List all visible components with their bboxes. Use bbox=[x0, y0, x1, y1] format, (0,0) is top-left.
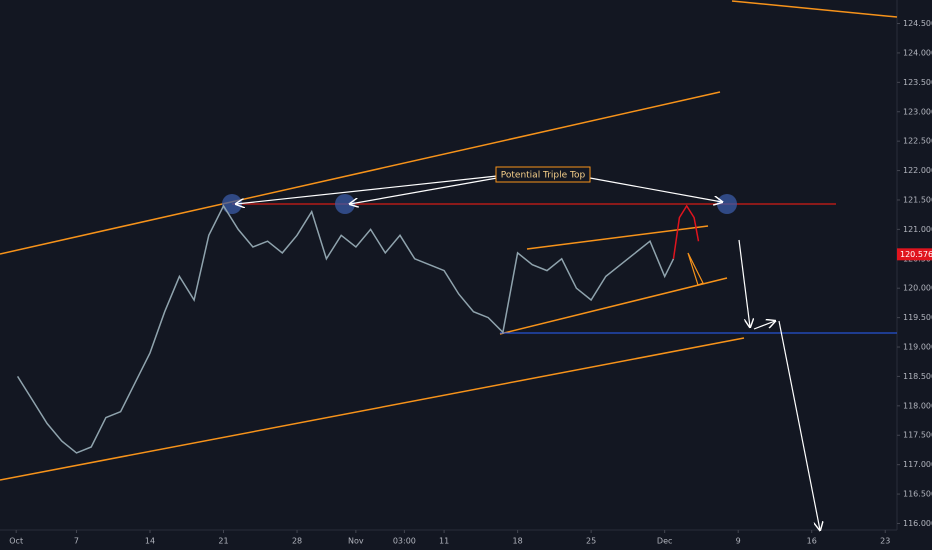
y-tick-label: 124.000 bbox=[903, 48, 932, 57]
x-tick-label: 14 bbox=[145, 537, 155, 546]
x-tick-label: 25 bbox=[586, 537, 596, 546]
last-price-label: 120.576 bbox=[900, 250, 932, 259]
annotation: Potential Triple Top bbox=[501, 171, 586, 181]
channel-lower bbox=[0, 337, 745, 481]
y-tick-label: 121.000 bbox=[903, 225, 932, 234]
arrow bbox=[778, 320, 820, 530]
x-tick-label: Nov bbox=[348, 537, 364, 546]
x-tick-label: 16 bbox=[807, 537, 817, 546]
x-tick-label: 11 bbox=[439, 537, 449, 546]
x-tick-label: Oct bbox=[9, 537, 23, 546]
arrow bbox=[753, 321, 775, 330]
y-tick-label: 123.000 bbox=[903, 107, 932, 116]
y-tick-label: 123.500 bbox=[903, 78, 932, 87]
last-price-box bbox=[897, 248, 932, 261]
arrow bbox=[350, 177, 498, 204]
x-tick-label: 9 bbox=[736, 537, 741, 546]
y-tick-label: 116.500 bbox=[903, 490, 932, 499]
y-tick-label: 122.500 bbox=[903, 137, 932, 146]
x-tick-label: 7 bbox=[74, 537, 79, 546]
flag bbox=[687, 252, 704, 286]
x-tick-label: 18 bbox=[513, 537, 523, 546]
y-tick-label: 118.000 bbox=[903, 401, 932, 410]
x-tick-label: 21 bbox=[218, 537, 228, 546]
y-tick-label: 119.500 bbox=[903, 313, 932, 322]
arrow bbox=[236, 175, 498, 204]
annotation-box bbox=[495, 166, 591, 183]
y-tick-label: 118.500 bbox=[903, 372, 932, 381]
price-line bbox=[16, 204, 675, 454]
y-tick-label: 120.000 bbox=[903, 284, 932, 293]
y-tick-label: 124.500 bbox=[903, 19, 932, 28]
y-tick-label: 119.000 bbox=[903, 343, 932, 352]
wedge-lower bbox=[499, 277, 728, 335]
price-line bbox=[672, 204, 700, 259]
arrow bbox=[738, 239, 750, 327]
y-tick-label: 121.500 bbox=[903, 195, 932, 204]
top-marker bbox=[717, 194, 737, 214]
arrow bbox=[589, 177, 722, 202]
channel-upper bbox=[0, 91, 721, 255]
y-tick-label: 122.000 bbox=[903, 166, 932, 175]
y-tick-label: 117.000 bbox=[903, 460, 932, 469]
x-tick-label: 28 bbox=[292, 537, 302, 546]
x-tick-label: 23 bbox=[880, 537, 890, 546]
trend-line bbox=[731, 0, 898, 18]
y-tick-label: 116.000 bbox=[903, 519, 932, 528]
x-tick-label: Dec bbox=[657, 537, 672, 546]
y-tick-label: 117.500 bbox=[903, 431, 932, 440]
x-tick-label: 03:00 bbox=[393, 537, 416, 546]
